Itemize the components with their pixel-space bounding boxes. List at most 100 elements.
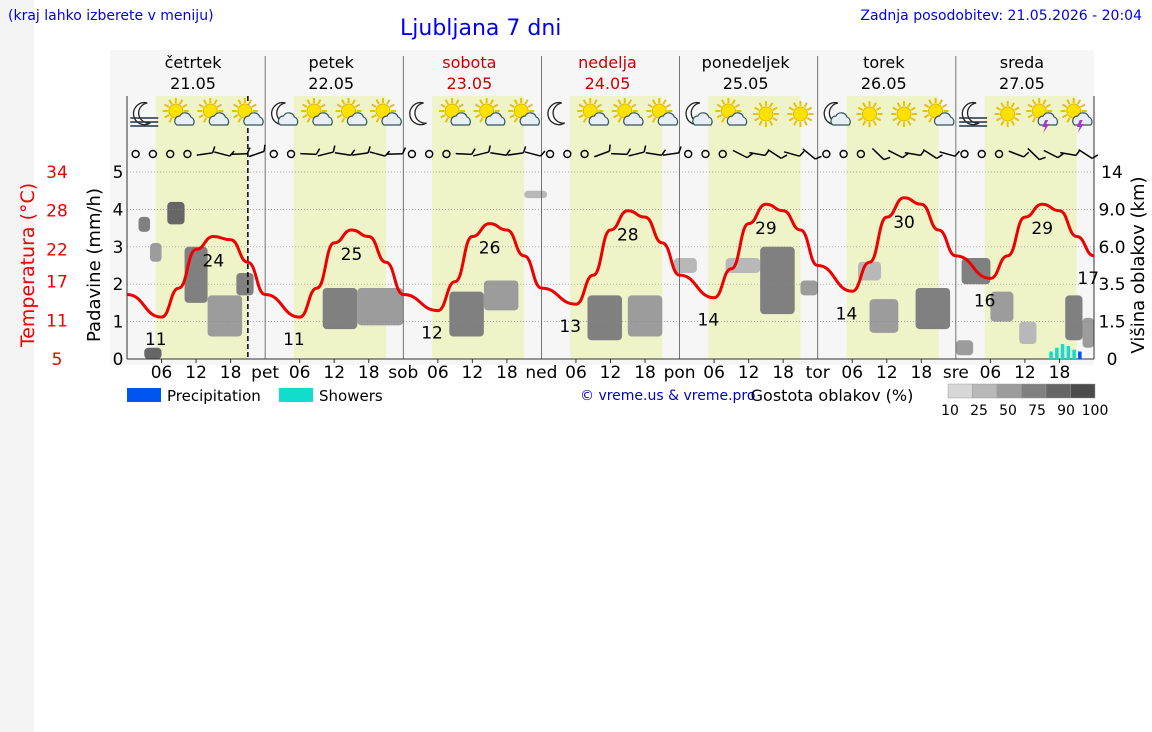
day-name: sreda [1000, 53, 1044, 72]
wind-shaft [611, 154, 627, 155]
x-tick-label: 12 [600, 363, 622, 383]
cloud-density-block [150, 243, 162, 262]
cloud-density-legend-title: Gostota oblakov (%) [751, 386, 914, 405]
x-tick-label: 18 [358, 363, 380, 383]
precip-bar-showers [1072, 350, 1076, 359]
legend-swatch [279, 388, 313, 402]
cloud-density-level-label: 90 [1057, 403, 1075, 419]
legend-swatch [127, 388, 161, 402]
x-tick-label: 06 [151, 363, 173, 383]
temperature-label: 30 [893, 213, 915, 233]
cloud-density-swatch [948, 384, 973, 398]
cloud-density-block [1065, 295, 1082, 340]
cloud-density-block [1082, 318, 1094, 348]
precip-tick-label: 3 [113, 238, 124, 258]
day-date: 24.05 [585, 74, 631, 93]
cloud-height-tick-label: 14 [1101, 163, 1123, 183]
x-tick-label: 18 [911, 363, 933, 383]
sun-icon [1001, 107, 1015, 121]
x-day-label: pet [251, 363, 279, 383]
cloud-density-swatch [997, 384, 1022, 398]
temperature-label: 14 [698, 311, 720, 331]
cloud-height-tick-label: 6.0 [1098, 238, 1125, 258]
x-tick-label: 06 [980, 363, 1002, 383]
temperature-label: 26 [479, 239, 501, 259]
cloud-density-block [484, 280, 519, 310]
precip-bar-showers [1055, 348, 1059, 359]
temperature-label: 17 [1077, 269, 1099, 289]
x-tick-label: 12 [323, 363, 345, 383]
temperature-label: 12 [421, 324, 443, 344]
temp-tick-label: 22 [46, 240, 68, 260]
wind-shaft [387, 154, 403, 155]
temperature-label: 14 [836, 304, 858, 324]
precip-tick-label: 1 [113, 313, 124, 333]
x-tick-label: 12 [1014, 363, 1036, 383]
precip-tick-label: 2 [113, 275, 124, 295]
sun-icon [863, 107, 877, 121]
x-tick-label: 06 [841, 363, 863, 383]
temperature-label: 16 [974, 291, 996, 311]
x-tick-label: 18 [220, 363, 242, 383]
x-tick-label: 12 [876, 363, 898, 383]
cloud-density-swatch [973, 384, 998, 398]
cloud-density-block [726, 258, 761, 273]
day-date: 25.05 [723, 74, 769, 93]
day-date: 26.05 [861, 74, 907, 93]
temperature-label: 13 [559, 317, 581, 337]
cloud-density-level-label: 50 [999, 403, 1017, 419]
sun-icon [759, 107, 773, 121]
cloud-density-level-label: 75 [1028, 403, 1046, 419]
cloud-density-block [800, 280, 817, 295]
cloud-density-swatch [1022, 384, 1047, 398]
x-tick-label: 18 [772, 363, 794, 383]
cloud-density-block [323, 288, 358, 329]
cloud-height-tick-label: 3.5 [1098, 275, 1125, 295]
day-name: ponedeljek [702, 53, 791, 72]
cloud-density-block [587, 295, 622, 340]
x-tick-label: 18 [496, 363, 518, 383]
x-tick-label: 12 [462, 363, 484, 383]
temperature-label: 11 [283, 330, 305, 350]
temp-tick-label: 11 [46, 311, 68, 331]
x-day-label: pon [664, 363, 696, 383]
cloud-height-tick-label: 9.0 [1098, 200, 1125, 220]
wind-shaft [456, 154, 472, 155]
cloud-density-block [167, 202, 184, 224]
temperature-label: 24 [203, 251, 225, 271]
day-date: 22.05 [308, 74, 354, 93]
x-tick-label: 06 [565, 363, 587, 383]
day-date: 23.05 [446, 74, 492, 93]
cloud-density-level-label: 100 [1082, 403, 1109, 419]
x-tick-label: 06 [703, 363, 725, 383]
cloud-height-tick-label: 0 [1107, 350, 1118, 370]
day-date: 27.05 [999, 74, 1045, 93]
cloud-density-block [139, 217, 151, 232]
legend-label: Showers [319, 387, 383, 405]
sun-icon [897, 107, 911, 121]
cloud-density-block [956, 340, 973, 355]
cloud-height-axis-label: Višina oblakov (km) [1128, 176, 1149, 353]
x-day-label: tor [806, 363, 830, 383]
day-name: četrtek [165, 53, 223, 72]
precip-bar-showers [1061, 344, 1065, 359]
temp-tick-label: 34 [46, 163, 68, 183]
wind-shaft [300, 154, 316, 155]
temp-axis-label: Temperatura (°C) [17, 183, 39, 348]
legend-label: Precipitation [167, 387, 261, 405]
x-day-label: ned [525, 363, 557, 383]
day-name: petek [309, 53, 355, 72]
x-tick-label: 12 [185, 363, 207, 383]
x-tick-label: 12 [738, 363, 760, 383]
cloud-density-block [674, 258, 697, 273]
x-tick-label: 18 [1049, 363, 1071, 383]
cloud-density-block [357, 288, 403, 325]
cloud-density-block [628, 295, 663, 336]
cloud-density-block [916, 288, 951, 329]
day-name: sobota [442, 53, 496, 72]
day-name: torek [863, 53, 905, 72]
precip-bar-showers [1067, 346, 1071, 359]
x-day-label: sob [388, 363, 418, 383]
temperature-label: 28 [617, 226, 639, 246]
precip-tick-label: 4 [113, 200, 124, 220]
